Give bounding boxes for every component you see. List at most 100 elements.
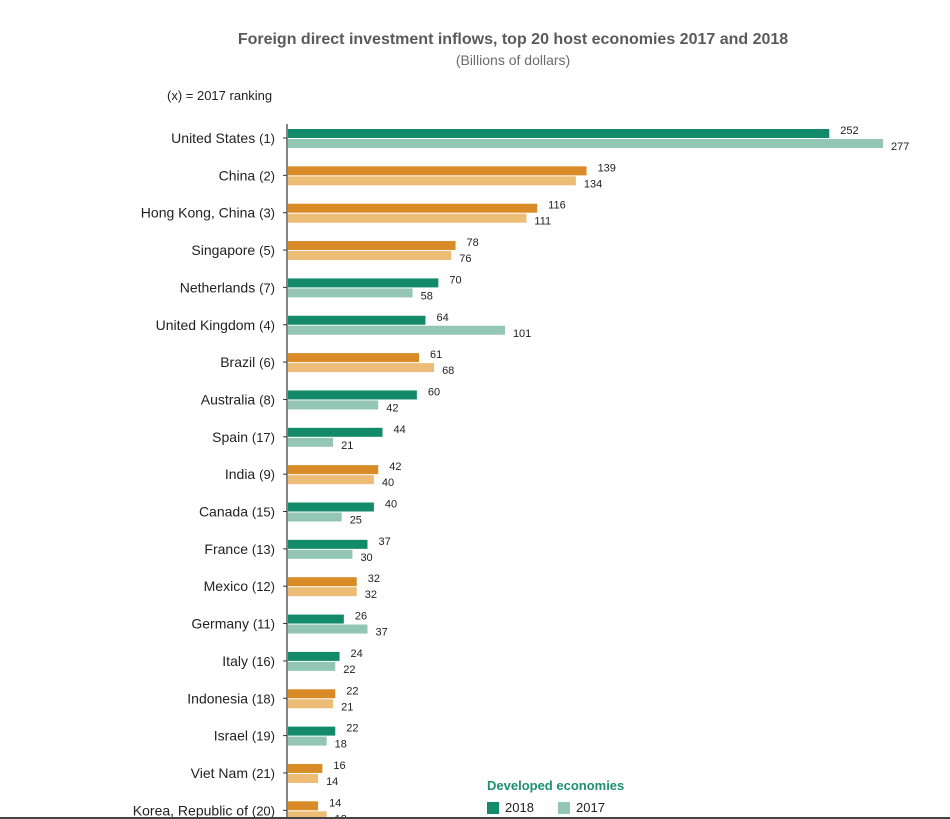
bar-2017 xyxy=(288,699,334,709)
value-label-2018: 37 xyxy=(378,536,390,548)
bar-2017 xyxy=(288,624,368,634)
value-label-2017: 37 xyxy=(375,627,387,639)
chart-subtitle: (Billions of dollars) xyxy=(455,52,571,68)
value-label-2017: 101 xyxy=(513,328,531,340)
value-label-2017: 42 xyxy=(386,402,398,414)
category-label: Canada (15) xyxy=(199,504,275,520)
bar-2018 xyxy=(288,390,417,400)
bar-2018 xyxy=(288,166,587,176)
bar-2018 xyxy=(288,651,340,661)
bar-2017 xyxy=(288,176,576,186)
bar-2018 xyxy=(288,801,319,811)
bar-2018 xyxy=(288,539,368,549)
category-label: Indonesia (18) xyxy=(187,690,275,706)
category-label: United Kingdom (4) xyxy=(156,317,275,333)
category-label: Singapore (5) xyxy=(191,242,275,258)
bar-2017 xyxy=(288,512,342,522)
category-label: Netherlands (7) xyxy=(180,279,275,295)
category-label: Brazil (6) xyxy=(220,354,275,370)
category-label: Israel (19) xyxy=(214,728,275,744)
ranking-note: (x) = 2017 ranking xyxy=(167,88,273,103)
value-label-2018: 64 xyxy=(436,312,448,324)
value-label-2018: 61 xyxy=(430,349,442,361)
value-label-2017: 111 xyxy=(534,216,551,228)
category-label: Germany (11) xyxy=(191,616,275,632)
bar-2018 xyxy=(288,315,426,325)
bar-2017 xyxy=(288,587,357,597)
value-label-2017: 277 xyxy=(891,141,909,153)
legend: Developed economies 2018 2017 xyxy=(487,778,624,815)
value-label-2017: 25 xyxy=(350,515,362,527)
value-label-2017: 14 xyxy=(326,776,338,788)
value-label-2017: 58 xyxy=(421,290,433,302)
frame-bottom-border xyxy=(0,817,950,819)
bar-2018 xyxy=(288,129,830,138)
category-label: Korea, Republic of (20) xyxy=(133,802,275,818)
value-label-2018: 14 xyxy=(329,797,341,809)
category-label: France (13) xyxy=(204,541,275,557)
bar-2017 xyxy=(288,736,327,746)
value-label-2018: 139 xyxy=(598,162,616,174)
category-label: India (9) xyxy=(225,466,275,482)
bar-2017 xyxy=(288,400,379,410)
bar-2018 xyxy=(288,763,323,773)
value-label-2017: 30 xyxy=(360,552,372,564)
value-label-2017: 22 xyxy=(343,664,355,676)
legend-label-2017: 2017 xyxy=(576,800,605,815)
category-label: Spain (17) xyxy=(212,429,275,445)
category-label: Hong Kong, China (3) xyxy=(141,205,275,221)
bar-2017 xyxy=(288,475,374,485)
value-label-2017: 21 xyxy=(341,440,353,452)
bar-2018 xyxy=(288,465,379,475)
bar-2018 xyxy=(288,726,336,736)
bar-2018 xyxy=(288,577,357,587)
bar-2018 xyxy=(288,203,538,213)
category-label: Italy (16) xyxy=(222,653,275,669)
value-label-2018: 70 xyxy=(449,274,461,286)
value-label-2018: 60 xyxy=(428,386,440,398)
value-label-2018: 16 xyxy=(333,760,345,772)
legend-label-2018: 2018 xyxy=(505,800,534,815)
category-label: Viet Nam (21) xyxy=(191,765,275,781)
value-label-2018: 252 xyxy=(840,125,858,137)
value-label-2018: 24 xyxy=(351,648,363,660)
bar-2018 xyxy=(288,427,383,437)
value-label-2018: 44 xyxy=(394,424,406,436)
bar-2017 xyxy=(288,549,353,559)
bar-2017 xyxy=(288,811,327,819)
category-label: China (2) xyxy=(219,167,275,183)
bar-2018 xyxy=(288,241,456,251)
value-label-2018: 42 xyxy=(389,461,401,473)
value-label-2018: 78 xyxy=(467,237,479,249)
bar-2017 xyxy=(288,325,505,335)
legend-swatch-2018 xyxy=(487,801,499,814)
value-label-2017: 76 xyxy=(459,253,471,265)
bar-2017 xyxy=(288,661,336,671)
value-label-2017: 68 xyxy=(442,365,454,377)
legend-swatch-2017 xyxy=(558,801,570,814)
value-label-2018: 22 xyxy=(346,685,358,697)
value-label-2017: 18 xyxy=(335,813,347,819)
category-label: Mexico (12) xyxy=(204,578,275,594)
bar-2017 xyxy=(288,251,452,261)
bar-2017 xyxy=(288,288,413,298)
legend-item-2018: 2018 xyxy=(487,800,534,815)
value-label-2017: 134 xyxy=(584,178,602,190)
bar-2018 xyxy=(288,278,439,288)
value-label-2018: 116 xyxy=(548,200,566,212)
bar-2017 xyxy=(288,363,435,373)
bar-2017 xyxy=(288,773,319,783)
category-label: United States (1) xyxy=(171,130,275,146)
value-label-2017: 32 xyxy=(365,589,377,601)
value-label-2018: 26 xyxy=(355,611,367,623)
bar-2018 xyxy=(288,502,374,512)
bar-2017 xyxy=(288,213,527,223)
value-label-2018: 32 xyxy=(368,573,380,585)
chart-title: Foreign direct investment inflows, top 2… xyxy=(237,31,789,48)
bar-2017 xyxy=(288,139,883,148)
value-label-2017: 40 xyxy=(382,477,394,489)
bar-2018 xyxy=(288,353,420,363)
category-label: Australia (8) xyxy=(201,391,275,407)
value-label-2017: 18 xyxy=(335,739,347,751)
